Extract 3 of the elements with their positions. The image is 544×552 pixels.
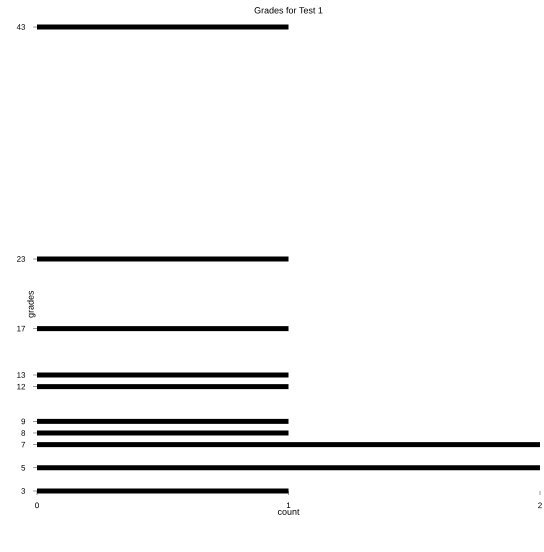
x-axis-title: count [278,509,300,515]
chart-title: Grades for Test 1 [254,6,322,14]
y-axis-title: grades [27,290,36,318]
